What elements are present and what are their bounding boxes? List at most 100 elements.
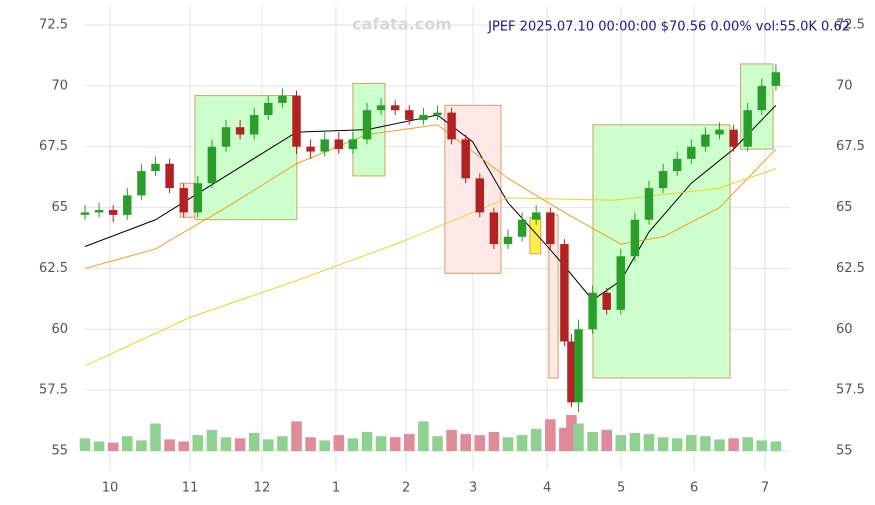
candle-body — [362, 110, 372, 140]
volume-bar — [742, 437, 753, 452]
volume-bar — [107, 442, 119, 452]
volume-bar — [770, 441, 782, 452]
volume-bar — [263, 439, 274, 452]
candle-body — [405, 110, 414, 120]
volume-bar — [559, 427, 570, 452]
volume-bar — [248, 433, 260, 452]
candle-body — [235, 127, 245, 135]
volume-bar — [601, 429, 612, 452]
y-tick-label-right: 70 — [836, 78, 853, 93]
volume-bar — [192, 435, 204, 452]
volume-bar — [136, 440, 147, 452]
candle-body — [419, 115, 428, 120]
candle-body — [376, 105, 386, 111]
x-tick-label: 2 — [402, 481, 410, 496]
candle-body — [461, 139, 470, 179]
y-tick-label: 72.5 — [39, 17, 68, 32]
volume-bar — [319, 440, 330, 452]
volume-bar — [418, 421, 429, 452]
y-tick-label: 57.5 — [39, 383, 68, 398]
x-tick-label: 5 — [617, 481, 625, 496]
volume-bar — [389, 437, 401, 452]
x-tick-label: 3 — [469, 481, 477, 496]
candle-body — [94, 210, 104, 213]
volume-bar — [728, 438, 739, 452]
candle-body — [672, 158, 682, 172]
volume-bar — [305, 437, 316, 452]
volume-bar — [756, 440, 768, 452]
moving-average — [84, 168, 777, 367]
y-tick-label: 70 — [51, 78, 68, 93]
candle-body — [567, 341, 576, 403]
candle-body — [616, 256, 626, 310]
x-tick-label: 12 — [254, 481, 271, 496]
candle-body — [179, 188, 188, 213]
volume-bar — [361, 431, 373, 452]
candle-body — [278, 95, 287, 103]
candle-body — [151, 163, 160, 172]
volume-bar — [93, 441, 105, 452]
volume-bar — [643, 434, 655, 452]
volume-bar — [164, 439, 175, 452]
y-tick-label: 60 — [51, 322, 68, 337]
candle-body — [517, 219, 527, 237]
volume-bar — [714, 439, 725, 452]
volume-bar — [502, 437, 514, 452]
x-tick-label: 6 — [690, 481, 698, 496]
candle-body — [644, 188, 654, 220]
candle-body — [475, 178, 485, 213]
y-tick-label-right: 62.5 — [836, 261, 865, 276]
y-tick-label-right: 67.5 — [836, 139, 865, 154]
candle-body — [193, 183, 203, 213]
candle-body — [80, 212, 90, 215]
candle-body — [588, 292, 597, 330]
volume-bar — [629, 433, 641, 452]
y-tick-label-right: 55 — [836, 444, 853, 459]
watermark: cafata.com — [352, 15, 452, 34]
volume-bar — [150, 423, 161, 452]
candle-body — [531, 212, 541, 220]
zone — [592, 124, 731, 379]
candle-body — [433, 112, 442, 116]
volume-bar — [545, 419, 556, 452]
candle-body — [123, 195, 132, 215]
candle-body — [743, 110, 752, 147]
candle-body — [165, 163, 174, 189]
volume-bar — [375, 436, 387, 452]
candle-body — [207, 146, 217, 184]
y-tick-label: 55 — [51, 444, 68, 459]
volume-bar — [347, 438, 359, 452]
volume-bar — [615, 435, 627, 452]
volume-bar — [686, 435, 697, 452]
candle-body — [602, 292, 611, 310]
volume-bar — [460, 434, 471, 452]
volume-bar — [671, 438, 683, 452]
volume-bar — [657, 437, 669, 452]
volume-bar — [516, 435, 528, 452]
candle-body — [546, 212, 555, 245]
candle-body — [348, 139, 358, 150]
volume-bar — [404, 434, 415, 452]
candle-body — [503, 236, 513, 245]
volume-bar — [530, 428, 542, 452]
y-tick-label-right: 57.5 — [836, 383, 865, 398]
volume-bar — [474, 435, 486, 452]
candle-body — [390, 105, 400, 111]
candle-body — [715, 129, 724, 135]
volume-bar — [432, 436, 443, 452]
volume-bar — [178, 441, 189, 452]
candle-body — [489, 212, 499, 245]
candle-body — [447, 112, 456, 140]
candle-body — [137, 171, 146, 196]
candle-body — [320, 139, 329, 152]
y-tick-label-right: 72.5 — [836, 17, 865, 32]
candle-body — [249, 115, 259, 135]
volume-bar — [333, 435, 345, 452]
x-tick-label: 10 — [102, 481, 119, 496]
candle-body — [264, 102, 273, 116]
x-tick-label: 1 — [332, 481, 340, 496]
candle-body — [292, 95, 301, 147]
candle-body — [630, 219, 640, 257]
candle-body — [574, 329, 583, 403]
